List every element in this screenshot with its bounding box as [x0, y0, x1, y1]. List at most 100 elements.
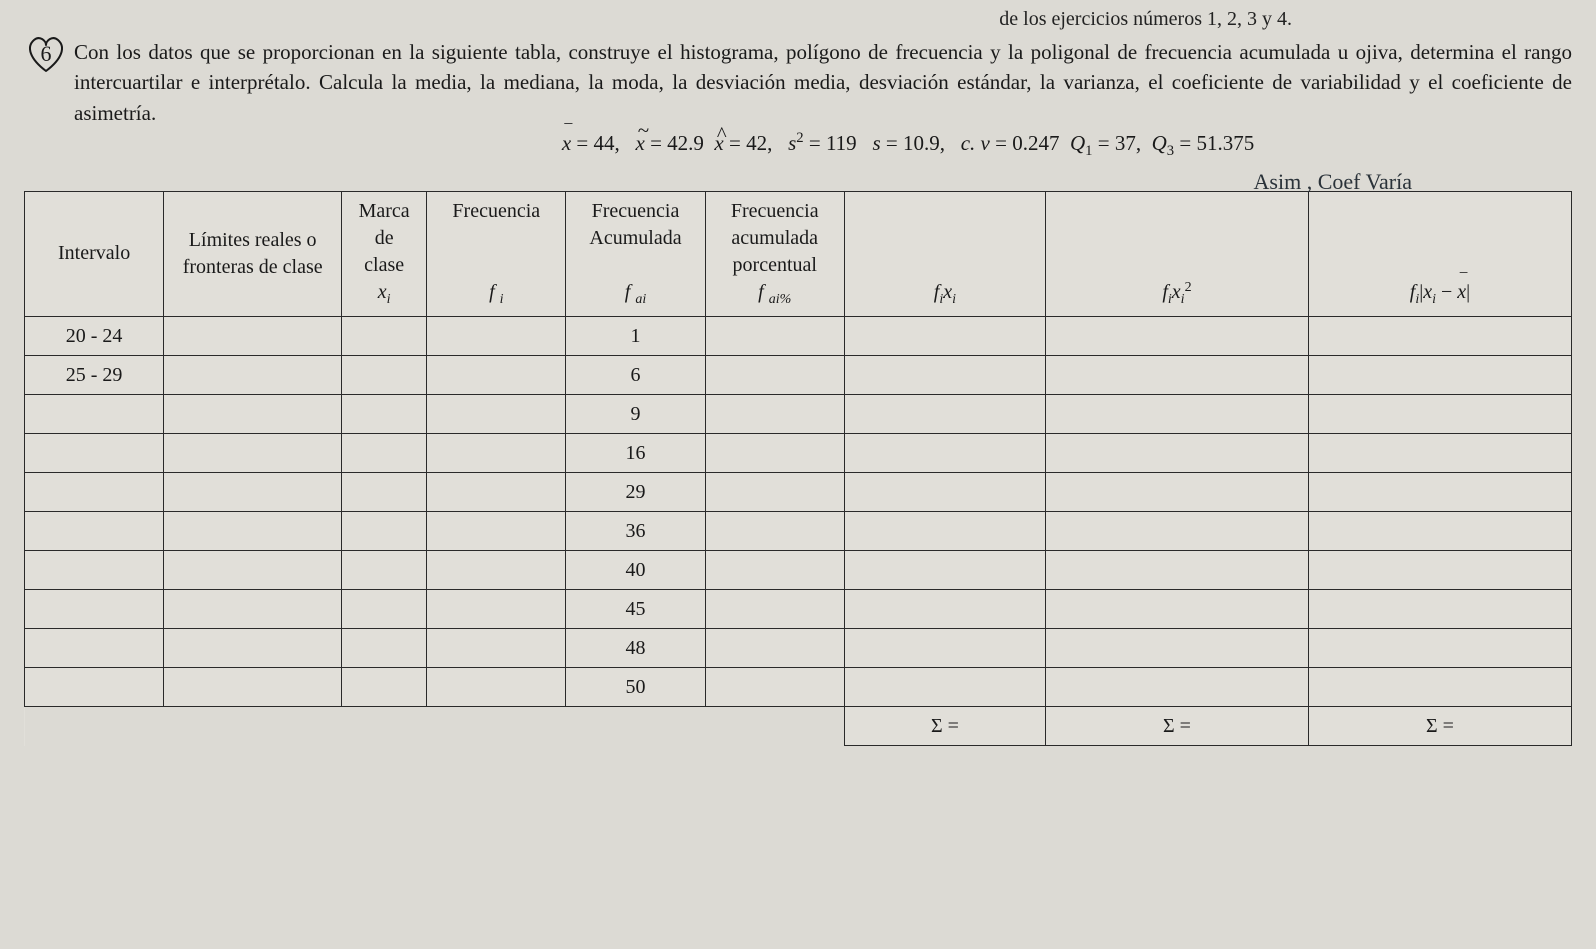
cell-intervalo — [25, 551, 164, 590]
cell-limites — [164, 551, 342, 590]
cell-abs — [1308, 395, 1571, 434]
table-row: 50 — [25, 668, 1572, 707]
cell-fi — [427, 551, 566, 590]
cell-intervalo — [25, 395, 164, 434]
cell-fi — [427, 395, 566, 434]
page-clip-text: de los ejercicios números 1, 2, 3 y 4. — [24, 8, 1572, 31]
cell-fixi — [844, 551, 1045, 590]
cell-abs — [1308, 317, 1571, 356]
cell-fixi — [844, 668, 1045, 707]
cell-marca — [342, 473, 427, 512]
given-statistics-line: x = 44, x = 42.9 x = 42, s2 = 119 s = 10… — [24, 130, 1572, 160]
cell-intervalo — [25, 668, 164, 707]
cell-fi — [427, 434, 566, 473]
cell-fixi2 — [1045, 629, 1308, 668]
cell-fixi2 — [1045, 668, 1308, 707]
cell-faip — [705, 356, 844, 395]
handwritten-annotation: Asim , Coef Varía — [24, 169, 1572, 195]
sum-abs: Σ = — [1308, 707, 1571, 746]
header-abs-dev: fi|xi − x| — [1308, 191, 1571, 317]
cell-limites — [164, 668, 342, 707]
sum-fixi: Σ = — [844, 707, 1045, 746]
cell-faip — [705, 512, 844, 551]
cell-limites — [164, 629, 342, 668]
cell-fixi2 — [1045, 590, 1308, 629]
cell-fixi — [844, 356, 1045, 395]
sum-fixi2: Σ = — [1045, 707, 1308, 746]
q3-value: 51.375 — [1196, 131, 1254, 155]
cell-marca — [342, 356, 427, 395]
cell-fai: 36 — [566, 512, 705, 551]
cell-marca — [342, 629, 427, 668]
cell-fixi — [844, 395, 1045, 434]
cell-abs — [1308, 590, 1571, 629]
sum-spacer — [25, 707, 845, 746]
cell-marca — [342, 551, 427, 590]
cell-fixi — [844, 473, 1045, 512]
table-sum-row: Σ = Σ = Σ = — [25, 707, 1572, 746]
cv-value: 0.247 — [1012, 131, 1059, 155]
cell-marca — [342, 434, 427, 473]
table-row: 36 — [25, 512, 1572, 551]
cell-limites — [164, 434, 342, 473]
cell-marca — [342, 668, 427, 707]
table-row: 20 - 241 — [25, 317, 1572, 356]
cell-limites — [164, 590, 342, 629]
cell-fai: 16 — [566, 434, 705, 473]
cell-fi — [427, 317, 566, 356]
cell-fixi — [844, 629, 1045, 668]
cell-faip — [705, 434, 844, 473]
cell-fi — [427, 590, 566, 629]
cell-fixi2 — [1045, 551, 1308, 590]
cell-intervalo — [25, 434, 164, 473]
header-intervalo: Intervalo — [25, 191, 164, 317]
cell-fai: 1 — [566, 317, 705, 356]
table-row: 40 — [25, 551, 1572, 590]
header-marca: Marca de clase xi — [342, 191, 427, 317]
cell-abs — [1308, 434, 1571, 473]
cell-fixi2 — [1045, 434, 1308, 473]
cell-fixi — [844, 590, 1045, 629]
cell-limites — [164, 395, 342, 434]
table-header-row: Intervalo Límites reales o fronteras de … — [25, 191, 1572, 317]
frequency-table: Intervalo Límites reales o fronteras de … — [24, 191, 1572, 747]
problem-number: 6 — [24, 41, 68, 67]
header-frec-acum: Frecuencia Acumulada f ai — [566, 191, 705, 317]
cell-faip — [705, 317, 844, 356]
cell-abs — [1308, 356, 1571, 395]
cell-fai: 50 — [566, 668, 705, 707]
cell-fai: 45 — [566, 590, 705, 629]
cell-faip — [705, 590, 844, 629]
cell-fixi — [844, 512, 1045, 551]
cell-faip — [705, 551, 844, 590]
cell-fai: 29 — [566, 473, 705, 512]
header-limites: Límites reales o fronteras de clase — [164, 191, 342, 317]
cell-marca — [342, 590, 427, 629]
cell-fi — [427, 356, 566, 395]
mean-value: 44, — [593, 131, 619, 155]
cell-limites — [164, 317, 342, 356]
cell-fixi2 — [1045, 356, 1308, 395]
cell-fai: 48 — [566, 629, 705, 668]
cell-limites — [164, 512, 342, 551]
cell-marca — [342, 395, 427, 434]
header-fixi2: fixi2 — [1045, 191, 1308, 317]
cell-limites — [164, 356, 342, 395]
cell-limites — [164, 473, 342, 512]
table-row: 48 — [25, 629, 1572, 668]
table-row: 25 - 296 — [25, 356, 1572, 395]
cell-fi — [427, 668, 566, 707]
cell-fai: 40 — [566, 551, 705, 590]
table-body: 20 - 24125 - 296916293640454850 — [25, 317, 1572, 707]
cell-fixi2 — [1045, 512, 1308, 551]
cell-fi — [427, 629, 566, 668]
cell-intervalo: 25 - 29 — [25, 356, 164, 395]
cell-abs — [1308, 668, 1571, 707]
cell-fixi2 — [1045, 395, 1308, 434]
table-row: 45 — [25, 590, 1572, 629]
header-fixi: fixi — [844, 191, 1045, 317]
problem-number-heart: 6 — [24, 33, 68, 75]
cell-intervalo — [25, 590, 164, 629]
cell-faip — [705, 629, 844, 668]
cell-abs — [1308, 512, 1571, 551]
